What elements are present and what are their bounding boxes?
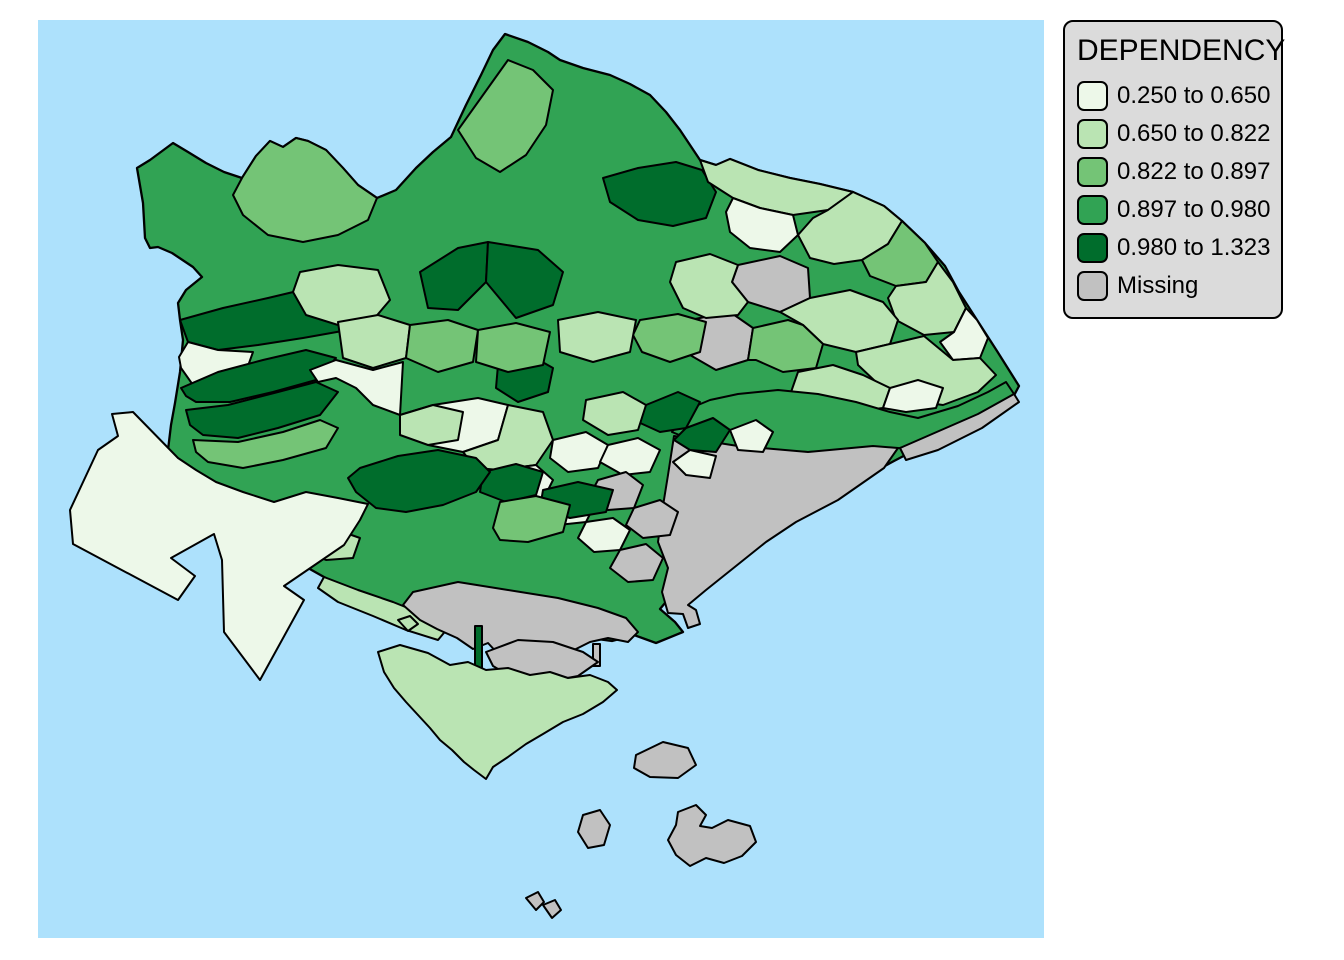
legend-item: 0.650 to 0.822 bbox=[1077, 115, 1271, 153]
map-region bbox=[549, 431, 609, 473]
map-water bbox=[38, 20, 1044, 938]
map-region bbox=[725, 197, 799, 253]
map-region bbox=[185, 381, 339, 439]
map-region bbox=[899, 393, 1020, 461]
map-region bbox=[672, 449, 717, 479]
legend-swatch-class1 bbox=[1077, 80, 1108, 111]
legend-swatch-class3 bbox=[1077, 156, 1108, 187]
legend-swatch-class2 bbox=[1077, 118, 1108, 149]
map-region bbox=[582, 391, 647, 436]
legend-item: 0.980 to 1.323 bbox=[1077, 229, 1271, 267]
map-region bbox=[632, 313, 707, 363]
map-region bbox=[232, 137, 378, 243]
map-region bbox=[405, 319, 479, 373]
legend-item: Missing bbox=[1077, 267, 1269, 305]
map-region bbox=[599, 437, 661, 476]
legend-swatch-missing bbox=[1077, 270, 1108, 301]
map-region bbox=[669, 253, 749, 319]
legend-label: 0.250 to 0.650 bbox=[1117, 81, 1271, 109]
map-region bbox=[577, 809, 611, 849]
map-region bbox=[397, 615, 419, 632]
legend-label: Missing bbox=[1117, 271, 1199, 299]
legend-swatch-class5 bbox=[1077, 232, 1108, 263]
legend-item: 0.250 to 0.650 bbox=[1077, 77, 1271, 115]
map-region bbox=[625, 499, 679, 539]
map-region bbox=[882, 379, 944, 413]
map-region bbox=[542, 899, 562, 919]
map-region bbox=[609, 543, 664, 583]
legend-label: 0.822 to 0.897 bbox=[1117, 157, 1271, 185]
map-region bbox=[557, 311, 637, 363]
map-region bbox=[337, 314, 411, 369]
map-region bbox=[729, 419, 774, 453]
map-region bbox=[485, 241, 564, 319]
map-region bbox=[377, 644, 618, 780]
map-region bbox=[347, 449, 491, 513]
legend-label: 0.650 to 0.822 bbox=[1117, 119, 1271, 147]
choropleth-map bbox=[69, 32, 1021, 919]
map-region bbox=[887, 261, 967, 336]
map-region bbox=[475, 322, 551, 373]
map-region bbox=[492, 495, 571, 543]
legend-title: DEPENDENCY bbox=[1077, 34, 1286, 67]
legend-swatch-class4 bbox=[1077, 194, 1108, 225]
map-region bbox=[457, 59, 554, 173]
legend-label: 0.980 to 1.323 bbox=[1117, 233, 1271, 261]
legend-item: 0.897 to 0.980 bbox=[1077, 191, 1271, 229]
map-region bbox=[673, 417, 731, 453]
map-region bbox=[399, 404, 464, 446]
map-region bbox=[633, 741, 697, 779]
legend-panel: DEPENDENCY 0.250 to 0.650 0.650 to 0.822… bbox=[1063, 20, 1286, 319]
legend-item: 0.822 to 0.897 bbox=[1077, 153, 1271, 191]
map-region bbox=[192, 419, 339, 469]
map-region bbox=[525, 891, 545, 911]
map-region bbox=[657, 435, 899, 629]
map-region bbox=[69, 411, 369, 681]
map-region bbox=[602, 161, 717, 227]
map-region bbox=[309, 359, 404, 416]
map-region bbox=[667, 804, 757, 867]
legend-label: 0.897 to 0.980 bbox=[1117, 195, 1271, 223]
